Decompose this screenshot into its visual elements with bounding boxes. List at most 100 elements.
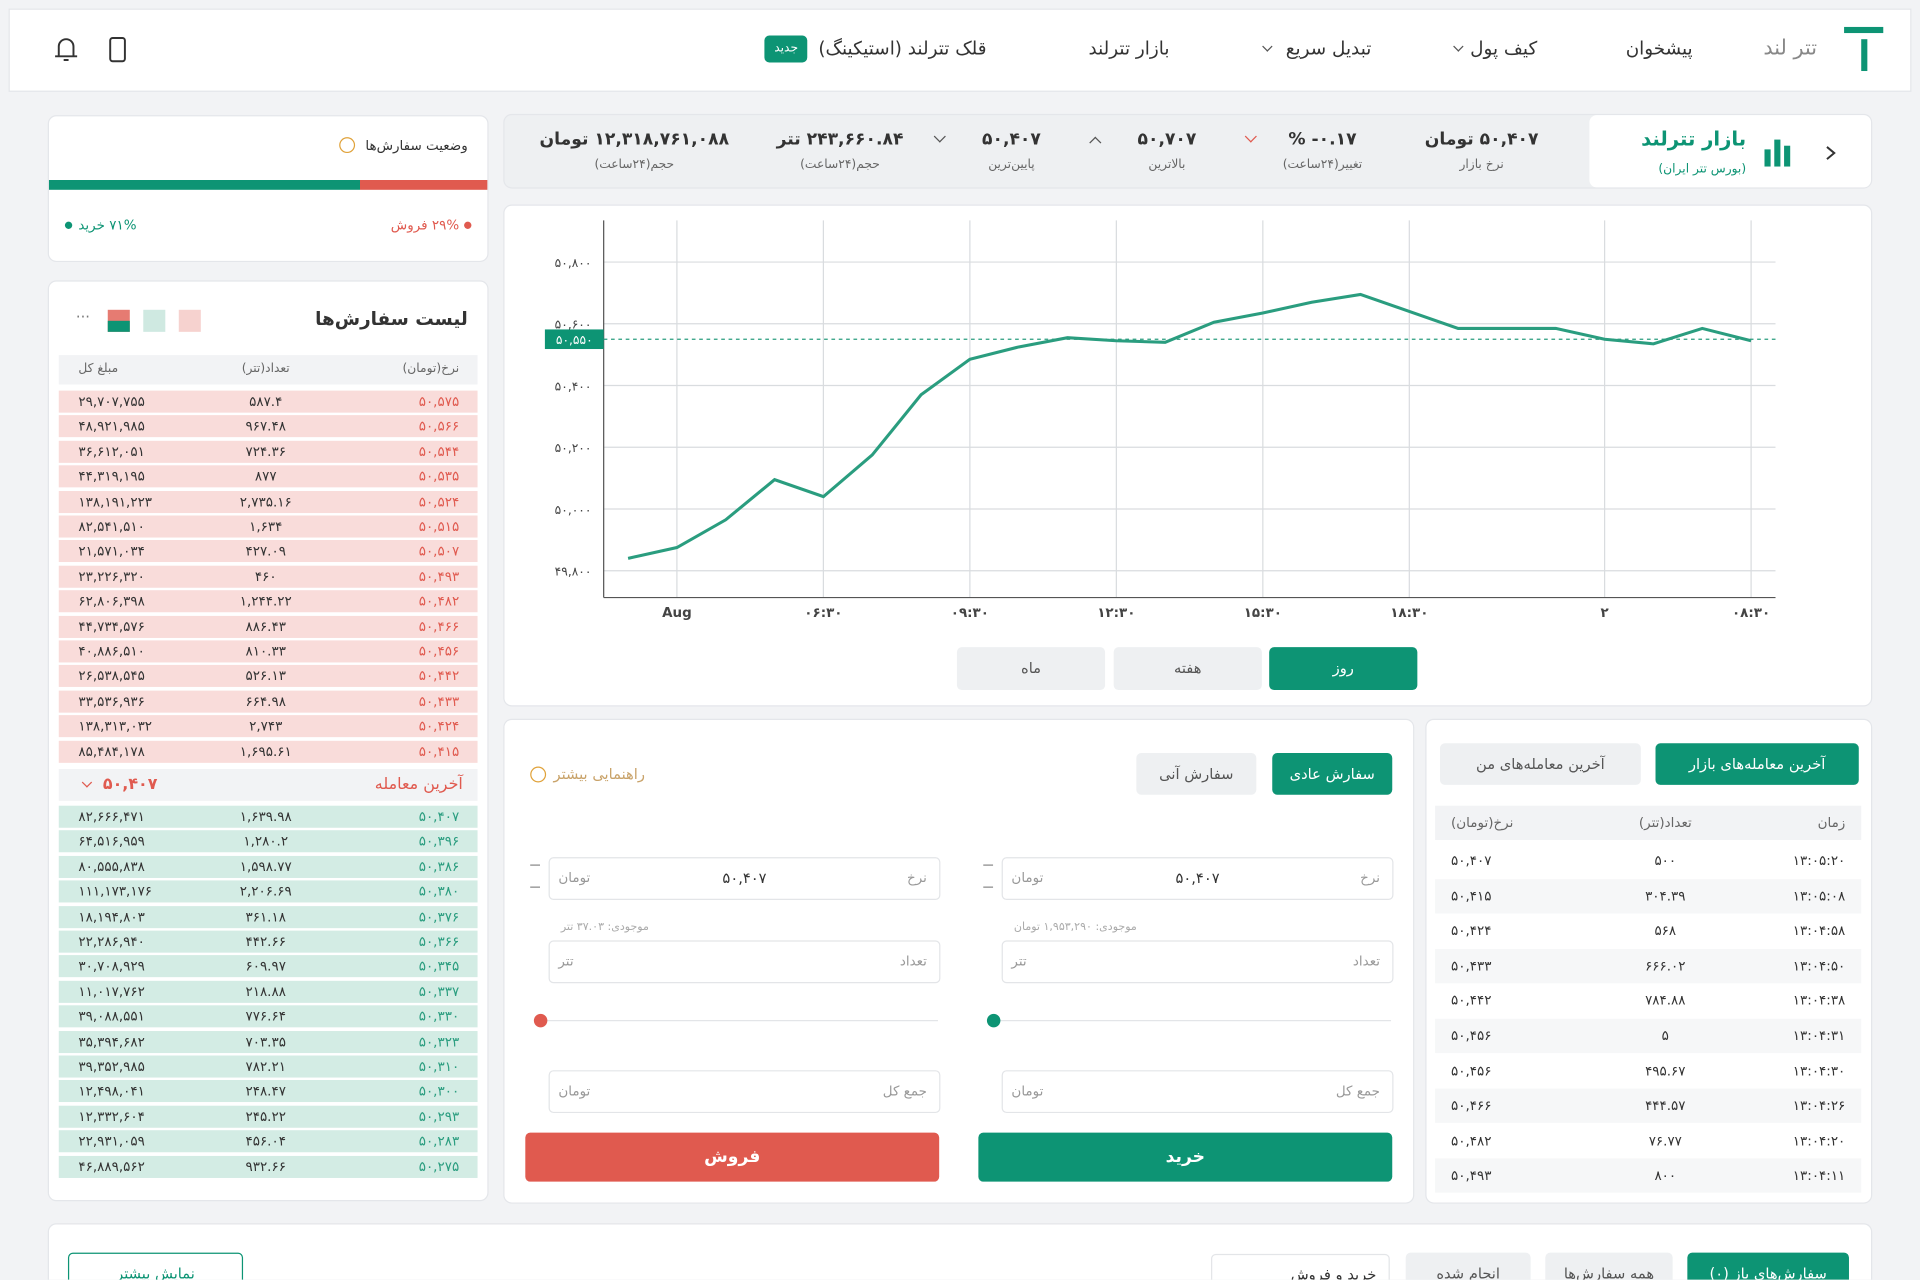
- depth-row: [58, 880, 478, 903]
- trade-time: ۱۳:۰۴:۲۶: [1792, 1097, 1846, 1114]
- last-trade-label: آخرین معامله: [374, 775, 463, 795]
- trade-amount: ۵: [1661, 1027, 1669, 1044]
- order-amount: ۷۰۳.۳۵: [245, 1033, 286, 1050]
- trade-price: ۵۰,۴۲۴: [1451, 922, 1492, 939]
- order-price: ۵۰,۳۰۰: [418, 1083, 460, 1100]
- x-tick-label: ۰۸:۳۰: [1732, 606, 1770, 621]
- trade-price: ۵۰,۴۵۶: [1451, 1027, 1492, 1044]
- column-header: تعداد(تتر): [1638, 814, 1692, 831]
- depth-row: [58, 1055, 478, 1078]
- sell-button[interactable]: فروش: [525, 1132, 940, 1182]
- order-price: ۵۰,۴۹۳: [418, 568, 460, 585]
- x-tick-label: Aug: [662, 606, 692, 621]
- period-button[interactable]: روز: [1269, 647, 1418, 691]
- order-total: ۴۴,۳۱۹,۱۹۵: [78, 468, 145, 485]
- tab-my-trades[interactable]: آخرین معامله‌های من: [1440, 743, 1641, 785]
- order-price: ۵۰,۳۸۶: [418, 858, 460, 875]
- order-total: ۱۲,۳۳۲,۶۰۴: [78, 1108, 145, 1125]
- nav-item[interactable]: تبدیل سریع: [1285, 37, 1372, 60]
- depth-row: [58, 590, 478, 613]
- depth-row: [58, 715, 478, 738]
- trade-price: ۵۰,۴۹۳: [1451, 1168, 1492, 1184]
- input-field[interactable]: [1001, 857, 1394, 901]
- trade-amount: ۶۶۶.۰۲: [1645, 957, 1686, 974]
- stepper-icon[interactable]: [530, 864, 541, 866]
- input-field[interactable]: [548, 940, 941, 984]
- depth-row: [58, 1130, 478, 1153]
- depth-row: [58, 465, 478, 488]
- x-tick-label: ۱۸:۳۰: [1390, 606, 1428, 621]
- row-bg: [1435, 1088, 1862, 1124]
- order-price: ۵۰,۵۷۵: [418, 393, 460, 410]
- trade-time: ۱۳:۰۴:۵۰: [1792, 957, 1846, 974]
- order-total: ۳۵,۳۹۴,۶۸۲: [78, 1033, 145, 1050]
- order-total: ۴۶,۸۸۹,۵۶۲: [78, 1158, 145, 1175]
- stat-value: ۲۴۳,۶۶۰.۸۴ تتر: [776, 129, 904, 150]
- stat-value: ۱۲,۳۱۸,۷۶۱,۰۸۸ تومان: [539, 129, 730, 150]
- trade-amount: ۵۶۸: [1654, 922, 1677, 939]
- order-total: ۱۱۱,۱۷۳,۱۷۶: [78, 883, 153, 900]
- header-icons[interactable]: [49, 34, 135, 66]
- show-more-button[interactable]: نمایش بیشتر: [67, 1252, 244, 1280]
- y-tick-label: ۴۹,۸۰۰: [555, 565, 592, 579]
- y-tick-label: ۵۰,۴۰۰: [555, 379, 592, 393]
- stat-label: پایین‌ترین: [988, 157, 1035, 172]
- depth-row: [58, 1105, 478, 1128]
- depth-row: [58, 855, 478, 878]
- depth-row: [58, 415, 478, 438]
- nav-item[interactable]: بازار تترلند: [1088, 37, 1170, 60]
- order-total: ۴۴,۷۳۴,۵۷۶: [78, 618, 145, 635]
- trade-amount: ۵۰۰: [1654, 852, 1677, 869]
- nav-item[interactable]: قلک تترلند (استیکینگ): [818, 37, 987, 60]
- column-header: نرخ(تومان): [1451, 814, 1514, 831]
- filter-select[interactable]: خرید و فروش: [1211, 1253, 1390, 1280]
- depth-row: [58, 640, 478, 663]
- order-price: ۵۰,۲۸۳: [418, 1133, 460, 1150]
- depth-row: [58, 930, 478, 953]
- tab-instant[interactable]: سفارش آنی: [1136, 753, 1257, 795]
- tab-open-orders[interactable]: سفارش‌های باز (۰): [1687, 1252, 1849, 1280]
- input-field[interactable]: [1001, 940, 1394, 984]
- info-icon: [339, 137, 356, 154]
- logo: تتر لند: [1763, 36, 1818, 61]
- order-price: ۵۰,۴۸۲: [418, 593, 460, 610]
- nav-item[interactable]: پیشخوان: [1625, 37, 1693, 60]
- depth-row: [58, 905, 478, 928]
- nav-item[interactable]: کیف پول: [1470, 37, 1538, 60]
- order-amount: ۱,۶۹۵.۶۱: [239, 743, 292, 760]
- order-total: ۸۲,۵۴۱,۵۱۰: [78, 518, 145, 535]
- stat-value: ۰.۱۷- %: [1288, 129, 1357, 150]
- help-link[interactable]: راهنمایی بیشتر: [553, 765, 646, 783]
- trade-amount: ۴۴۴.۵۷: [1645, 1097, 1686, 1114]
- slider-handle[interactable]: [533, 1013, 548, 1028]
- order-price: ۵۰,۵۳۵: [418, 468, 460, 485]
- trade-price: ۵۰,۴۱۵: [1451, 887, 1492, 904]
- tab-done-orders[interactable]: انجام شده: [1405, 1252, 1531, 1280]
- order-price: ۵۰,۵۲۴: [418, 493, 460, 510]
- order-amount: ۲,۷۴۳: [249, 718, 283, 735]
- input-field[interactable]: [548, 1070, 941, 1114]
- period-button[interactable]: هفته: [1113, 647, 1262, 691]
- order-price: ۵۰,۴۳۳: [418, 693, 460, 710]
- stepper-icon[interactable]: [983, 864, 994, 866]
- row-bg: [1435, 1018, 1862, 1054]
- order-total: ۸۲,۶۶۶,۴۷۱: [78, 808, 145, 825]
- input-field[interactable]: [1001, 1070, 1394, 1114]
- view-toggles[interactable]: ···: [73, 309, 203, 333]
- period-button[interactable]: ماه: [956, 647, 1106, 691]
- order-price: ۵۰,۳۱۰: [418, 1058, 460, 1075]
- tab-all-orders[interactable]: همه سفارش‌ها: [1545, 1252, 1673, 1280]
- buy-button[interactable]: خرید: [978, 1132, 1393, 1182]
- order-price: ۵۰,۳۳۷: [418, 983, 460, 1000]
- tab-market-trades[interactable]: آخرین معامله‌های بازار: [1655, 743, 1859, 785]
- trade-amount: ۴۹۵.۶۷: [1645, 1062, 1686, 1079]
- slider-handle[interactable]: [986, 1013, 1001, 1028]
- input-field[interactable]: [548, 857, 941, 901]
- market-title: بازار تترلند: [1641, 127, 1747, 151]
- order-total: ۴۰,۸۸۶,۵۱۰: [78, 643, 145, 660]
- tab-normal[interactable]: سفارش عادی: [1272, 753, 1393, 795]
- column-header: زمان: [1817, 814, 1846, 831]
- order-amount: ۴۵۶.۰۴: [245, 1133, 286, 1150]
